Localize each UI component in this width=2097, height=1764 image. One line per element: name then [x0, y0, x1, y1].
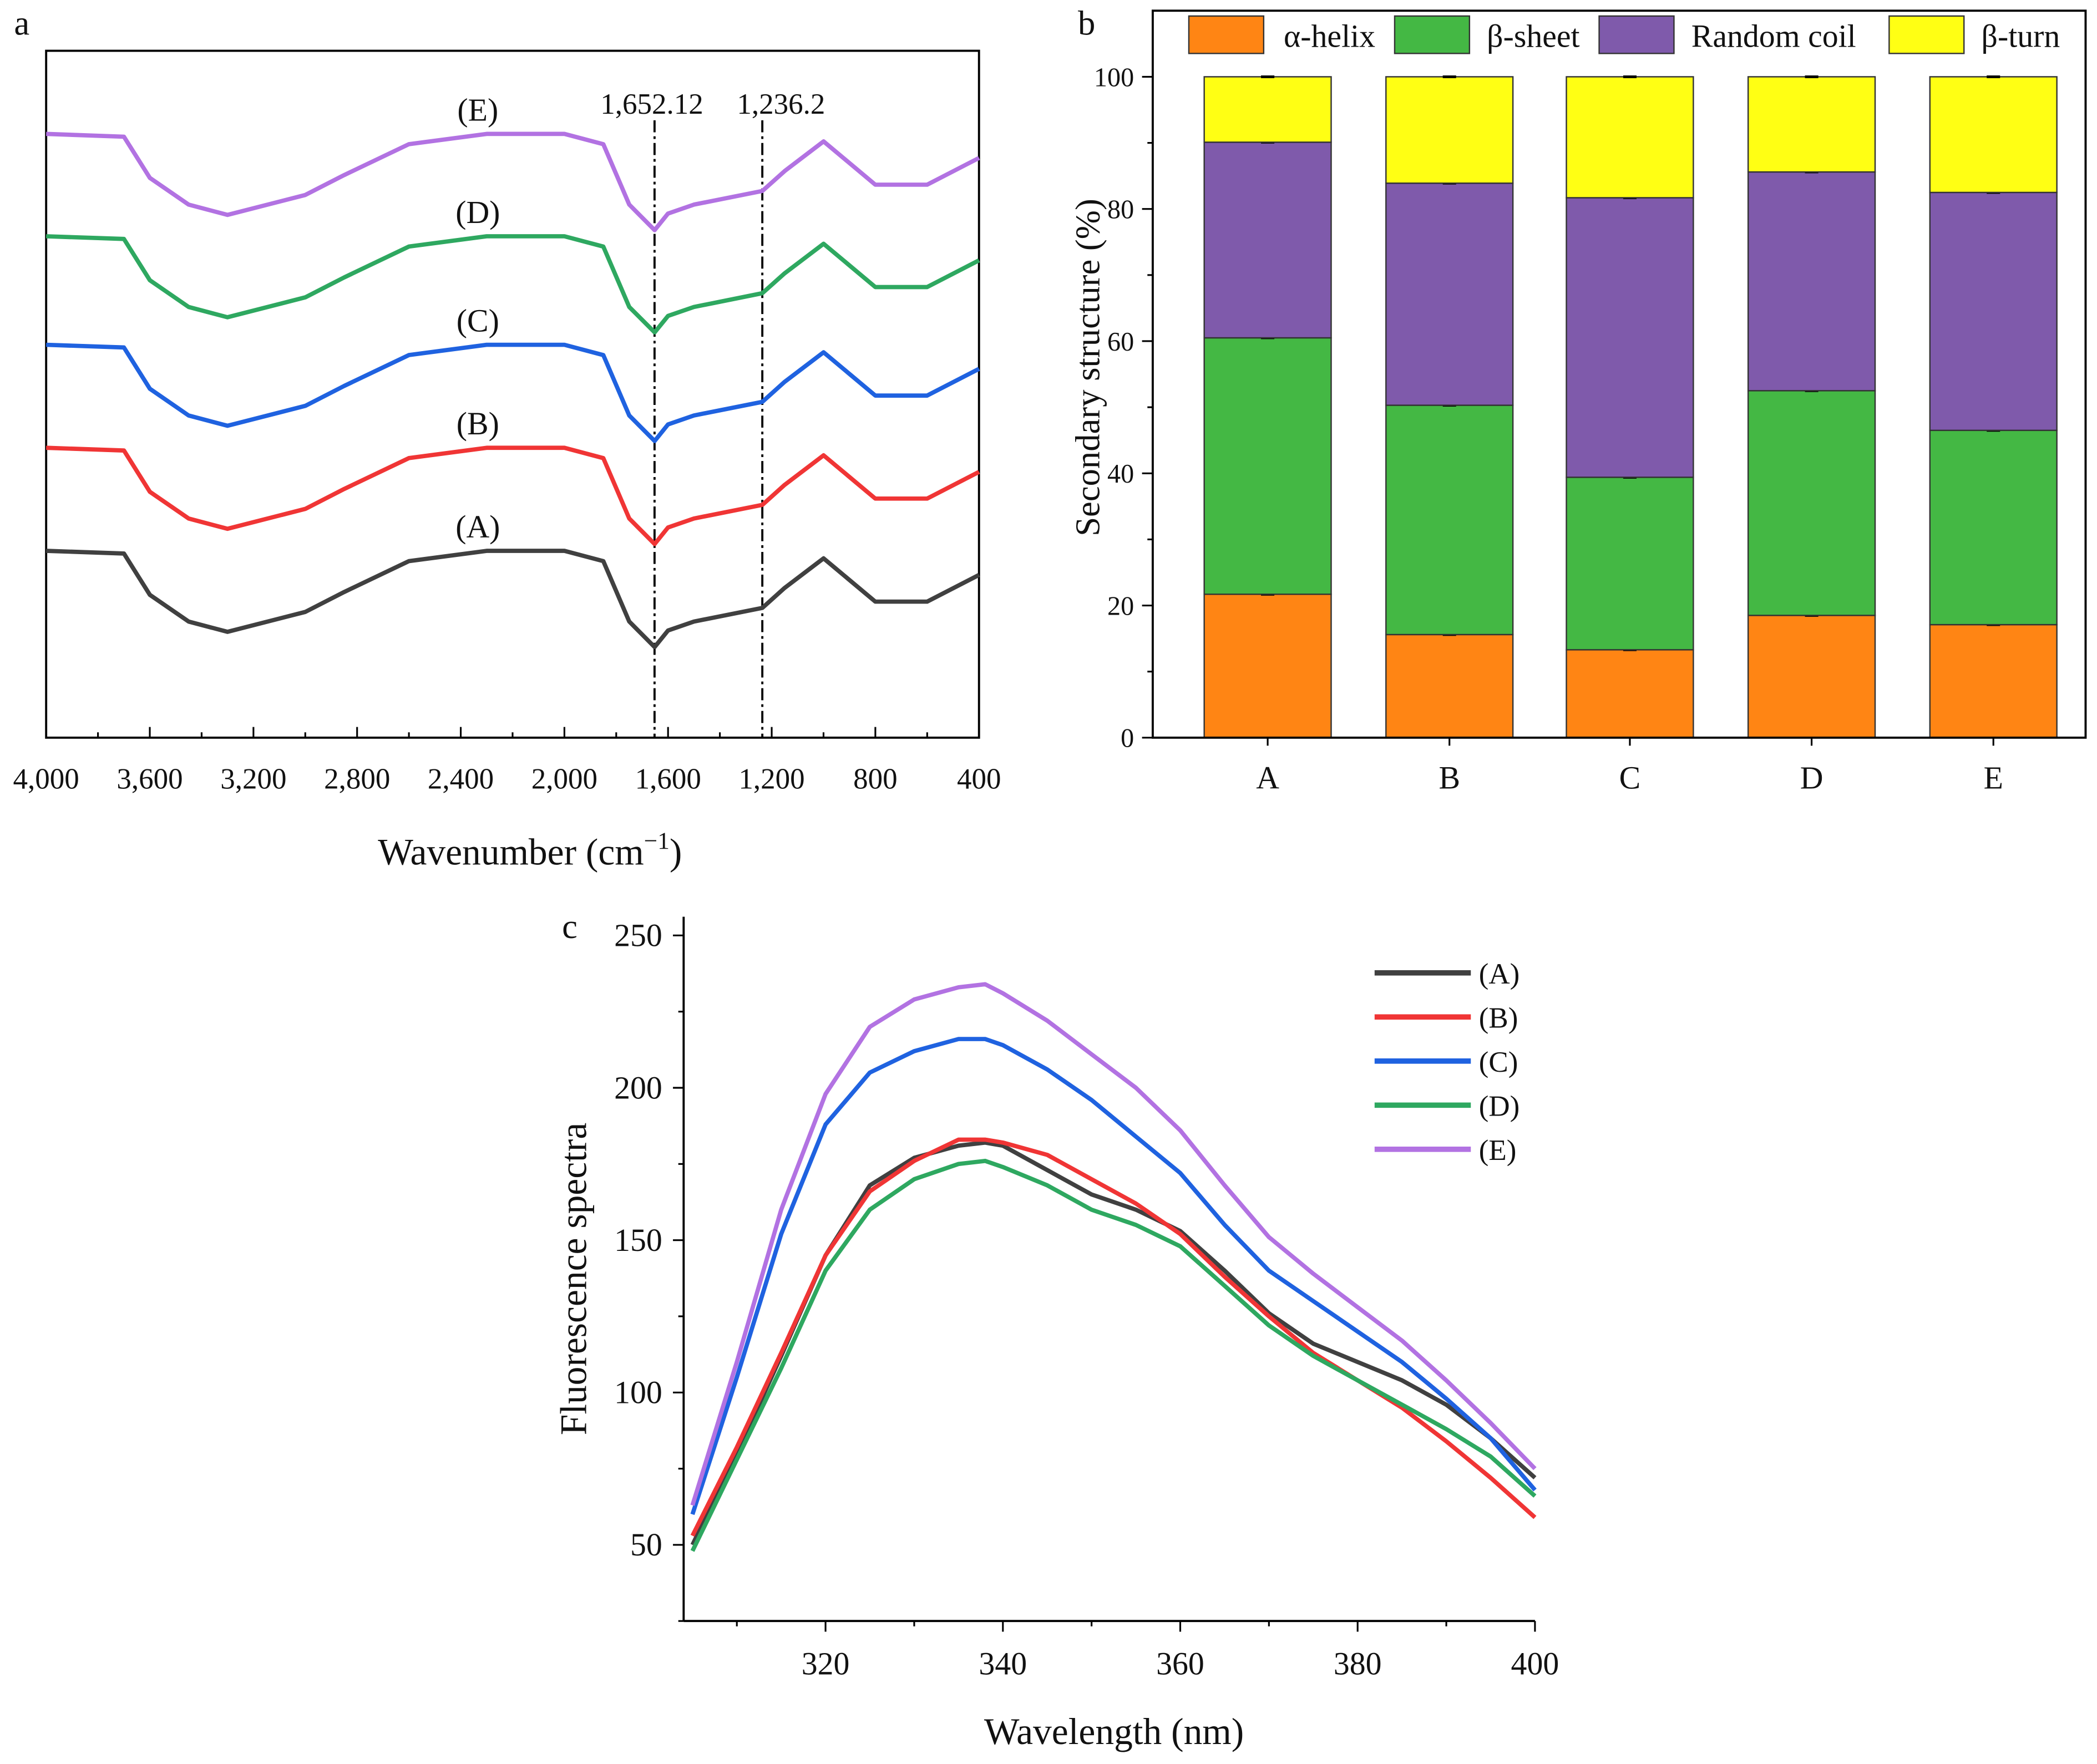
- bar-A-turn: [1203, 76, 1332, 143]
- plot-frame: [1151, 9, 2087, 739]
- bar-B-randomcoil: [1385, 183, 1514, 406]
- bar-E-sheet: [1929, 429, 2058, 626]
- panel-b-secondary-structure-chart: b A B C D E 0 20 40 60 80 100 Secondary structure (%…: [1068, 4, 2087, 795]
- bar-D-turn: [1747, 76, 1876, 173]
- legend-label: α-helix: [1284, 18, 1375, 54]
- y-axis-label: Fluorescence spectra: [553, 1123, 594, 1436]
- bar-C-helix: [1566, 649, 1694, 739]
- legend-label: β-sheet: [1487, 18, 1579, 54]
- x-tick-label: 4,000: [13, 763, 79, 795]
- y-tick-label: 80: [1107, 195, 1134, 225]
- x-tick-label: 400: [1511, 1646, 1559, 1682]
- series-label: (E): [457, 92, 498, 128]
- y-tick-label: 60: [1107, 327, 1134, 357]
- x-tick-label: 380: [1334, 1646, 1382, 1682]
- legend-swatch: [1598, 15, 1675, 54]
- panel-label-c: c: [562, 907, 578, 946]
- series-label: (A): [455, 509, 500, 545]
- bar-D-helix: [1747, 615, 1876, 739]
- x-tick-label: 2,400: [428, 763, 494, 795]
- bar-E-helix: [1929, 624, 2058, 739]
- panel-label-a: a: [14, 4, 29, 43]
- bar-E-turn: [1929, 76, 2058, 194]
- series-line-a: [46, 549, 980, 650]
- legend-swatch: [1888, 15, 1965, 54]
- panel-a-ftir-chart: a 4,000 3,600 3,200 2,800 2,400 2,000 1,600 1,20…: [13, 4, 1001, 873]
- x-tick-label: D: [1800, 759, 1824, 795]
- x-tick-label: 1,600: [635, 763, 701, 795]
- x-tick-label: 800: [853, 763, 898, 795]
- y-tick-label: 100: [614, 1375, 662, 1411]
- series-line-e: [46, 131, 980, 232]
- x-axis-label-end: ): [670, 832, 682, 873]
- bar-C-sheet: [1566, 477, 1694, 651]
- bar-C-randomcoil: [1566, 197, 1694, 478]
- x-tick-label: 2,800: [324, 763, 390, 795]
- x-tick-label: 3,200: [220, 763, 286, 795]
- x-tick-label: 340: [979, 1646, 1027, 1682]
- series-label: (D): [455, 194, 500, 230]
- x-tick-label: 400: [957, 763, 1001, 795]
- legend-label: (D): [1479, 1091, 1520, 1123]
- y-axis-label: Secondary structure (%): [1068, 199, 1107, 536]
- bar-B-turn: [1385, 76, 1514, 184]
- x-tick-label: 360: [1156, 1646, 1204, 1682]
- panel-c-fluorescence-chart: c (A) (B) (C) (D) (E) 320 340 360 380 400 50 100 150 2…: [553, 907, 1559, 1752]
- x-tick-label: 1,200: [738, 763, 804, 795]
- reference-line-label: 1,236.2: [737, 88, 825, 120]
- y-tick-label: 100: [1094, 63, 1134, 92]
- y-tick-label: 150: [614, 1222, 662, 1258]
- bar-D-sheet: [1747, 390, 1876, 616]
- legend-label: (B): [1479, 1002, 1518, 1035]
- legend-label: β-turn: [1982, 18, 2060, 54]
- x-axis-label: Wavelength (nm): [984, 1711, 1244, 1752]
- y-tick-label: 20: [1107, 591, 1134, 621]
- reference-line-label: 1,652.12: [600, 88, 703, 120]
- series-line-d: [690, 1158, 1537, 1552]
- x-axis-label-text: Wavenumber (cm: [378, 832, 644, 873]
- bar-B-helix: [1385, 633, 1514, 739]
- legend-label: (C): [1479, 1046, 1518, 1078]
- series-label: (C): [457, 302, 499, 338]
- y-tick-label: 50: [630, 1527, 662, 1563]
- series-line-c: [690, 1037, 1537, 1515]
- x-tick-label: B: [1438, 759, 1460, 795]
- bar-A-randomcoil: [1203, 141, 1332, 339]
- bar-C-turn: [1566, 76, 1694, 199]
- bar-D-randomcoil: [1747, 171, 1876, 392]
- x-tick-label: E: [1984, 759, 2003, 795]
- y-tick-label: 0: [1121, 724, 1134, 753]
- x-tick-label: 320: [802, 1646, 850, 1682]
- x-tick-label: C: [1619, 759, 1641, 795]
- bar-A-helix: [1203, 594, 1332, 739]
- legend-swatch: [1188, 15, 1265, 54]
- series-line-c: [46, 342, 980, 443]
- bar-A-sheet: [1203, 337, 1332, 595]
- y-tick-label: 250: [614, 918, 662, 954]
- series-line-b: [690, 1137, 1537, 1537]
- x-axis-label-superscript: −1: [644, 828, 670, 854]
- legend-label: (A): [1479, 958, 1520, 990]
- series-line-b: [46, 445, 980, 546]
- bar-E-randomcoil: [1929, 191, 2058, 432]
- x-tick-label: 3,600: [116, 763, 183, 795]
- bar-B-sheet: [1385, 404, 1514, 636]
- x-tick-label: 2,000: [531, 763, 597, 795]
- panel-label-b: b: [1078, 4, 1095, 43]
- series-line-d: [46, 234, 980, 334]
- legend-swatch: [1394, 15, 1471, 54]
- legend-label: (E): [1479, 1134, 1517, 1167]
- legend-label: Random coil: [1691, 18, 1856, 54]
- x-axis-label: Wavenumber (cm−1): [378, 828, 682, 873]
- series-label: (B): [457, 405, 499, 442]
- series-line-e: [690, 982, 1537, 1506]
- x-tick-label: A: [1256, 759, 1279, 795]
- y-tick-label: 200: [614, 1069, 662, 1106]
- y-tick-label: 40: [1107, 459, 1134, 489]
